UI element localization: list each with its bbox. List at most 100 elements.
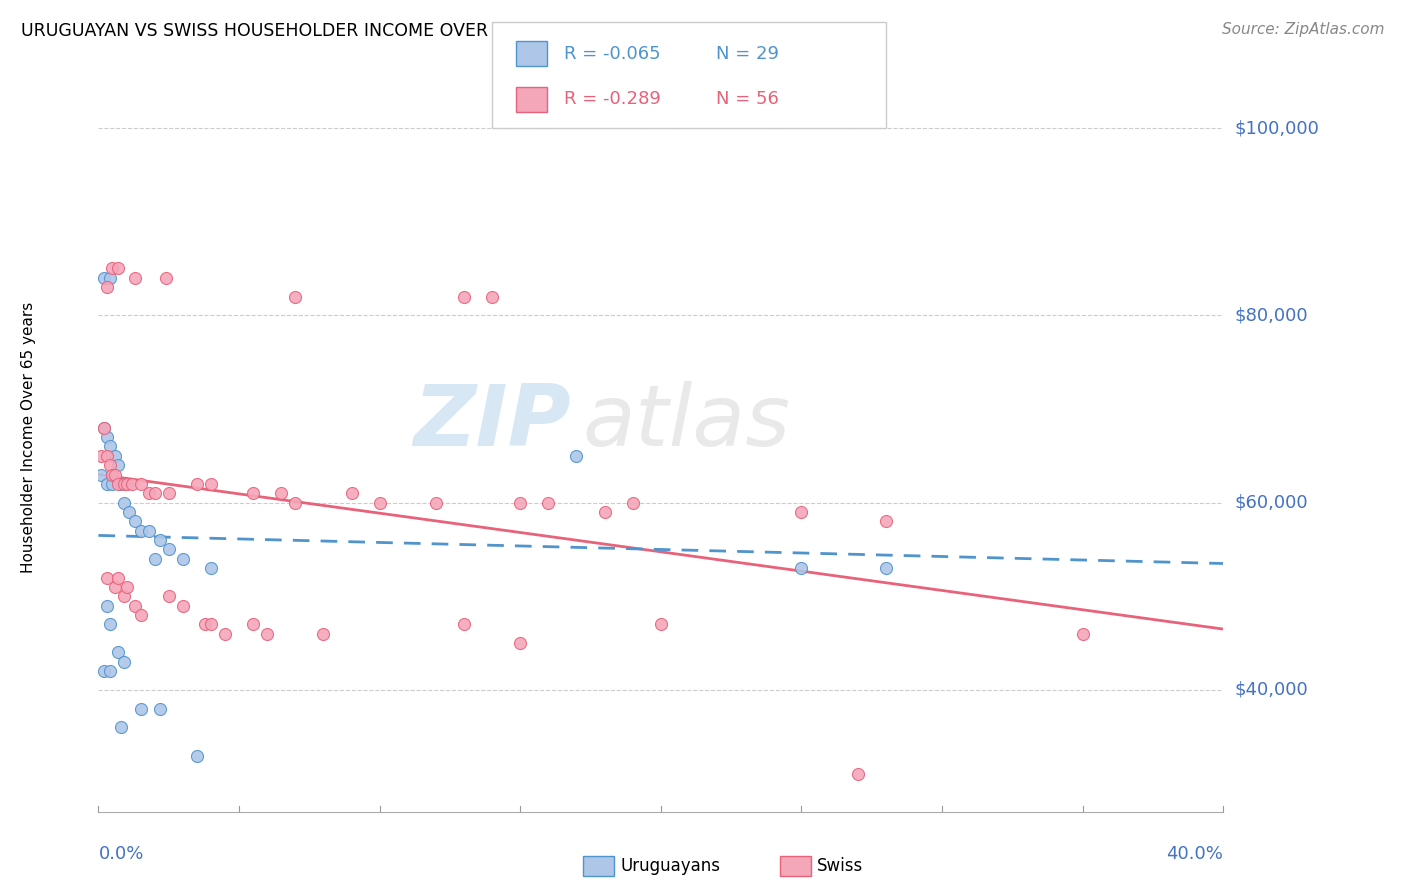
Point xyxy=(98,664,121,678)
Text: atlas: atlas xyxy=(582,381,790,464)
Point xyxy=(1071,626,1094,640)
Point xyxy=(200,476,222,491)
Point xyxy=(368,496,391,510)
Point xyxy=(124,514,146,528)
Point xyxy=(214,626,236,640)
Point xyxy=(149,533,172,547)
Point xyxy=(96,599,118,613)
Point xyxy=(157,542,180,557)
Point xyxy=(593,505,616,519)
Point xyxy=(115,476,138,491)
Point xyxy=(98,458,121,473)
Point xyxy=(101,467,124,482)
Point xyxy=(621,496,644,510)
Point xyxy=(101,261,124,276)
Point xyxy=(312,626,335,640)
Point xyxy=(124,271,146,285)
Text: 40.0%: 40.0% xyxy=(1167,845,1223,863)
Point xyxy=(124,599,146,613)
Point xyxy=(110,721,132,735)
Point xyxy=(107,458,129,473)
Point xyxy=(98,617,121,632)
Point xyxy=(118,505,141,519)
Point xyxy=(242,617,264,632)
Text: 0.0%: 0.0% xyxy=(98,845,143,863)
Point xyxy=(270,486,292,500)
Point xyxy=(129,608,152,623)
Point xyxy=(143,551,166,566)
Point xyxy=(846,767,869,781)
Text: $60,000: $60,000 xyxy=(1234,493,1308,512)
Point xyxy=(96,430,118,444)
Point xyxy=(186,748,208,763)
Point xyxy=(115,580,138,594)
Point xyxy=(93,421,115,435)
Point xyxy=(104,467,127,482)
Point xyxy=(650,617,672,632)
Text: Uruguayans: Uruguayans xyxy=(620,857,720,875)
Point xyxy=(453,289,475,303)
Point xyxy=(157,590,180,604)
Point xyxy=(194,617,217,632)
Point xyxy=(481,289,503,303)
Text: URUGUAYAN VS SWISS HOUSEHOLDER INCOME OVER 65 YEARS CORRELATION CHART: URUGUAYAN VS SWISS HOUSEHOLDER INCOME OV… xyxy=(21,22,772,40)
Point xyxy=(112,655,135,669)
Point xyxy=(90,449,112,463)
Point xyxy=(112,496,135,510)
Point xyxy=(93,421,115,435)
Point xyxy=(96,449,118,463)
Text: N = 56: N = 56 xyxy=(716,90,779,108)
Text: $80,000: $80,000 xyxy=(1234,306,1308,325)
Point xyxy=(155,271,177,285)
Point xyxy=(200,561,222,575)
Point xyxy=(565,449,588,463)
Point xyxy=(96,476,118,491)
Point xyxy=(509,496,531,510)
Text: Swiss: Swiss xyxy=(817,857,863,875)
Text: R = -0.289: R = -0.289 xyxy=(564,90,661,108)
Point xyxy=(104,580,127,594)
Point xyxy=(340,486,363,500)
Point xyxy=(110,476,132,491)
Point xyxy=(284,289,307,303)
Point xyxy=(172,551,194,566)
Point xyxy=(107,476,129,491)
Point xyxy=(93,664,115,678)
Point xyxy=(107,571,129,585)
Point xyxy=(256,626,278,640)
Text: $40,000: $40,000 xyxy=(1234,681,1308,699)
Point xyxy=(186,476,208,491)
Point xyxy=(90,467,112,482)
Point xyxy=(200,617,222,632)
Point xyxy=(172,599,194,613)
Point xyxy=(138,486,160,500)
Point xyxy=(790,561,813,575)
Text: ZIP: ZIP xyxy=(413,381,571,464)
Point xyxy=(98,271,121,285)
Point xyxy=(129,702,152,716)
Point xyxy=(107,261,129,276)
Point xyxy=(149,702,172,716)
Text: Householder Income Over 65 years: Householder Income Over 65 years xyxy=(21,301,35,573)
Point xyxy=(284,496,307,510)
Point xyxy=(112,476,135,491)
Point xyxy=(96,571,118,585)
Point xyxy=(129,524,152,538)
Point xyxy=(875,514,897,528)
Text: Source: ZipAtlas.com: Source: ZipAtlas.com xyxy=(1222,22,1385,37)
Text: N = 29: N = 29 xyxy=(716,45,779,62)
Point xyxy=(138,524,160,538)
Point xyxy=(242,486,264,500)
Point xyxy=(107,646,129,660)
Point xyxy=(790,505,813,519)
Point xyxy=(101,476,124,491)
Point xyxy=(425,496,447,510)
Point xyxy=(509,636,531,650)
Point xyxy=(121,476,143,491)
Point xyxy=(143,486,166,500)
Text: R = -0.065: R = -0.065 xyxy=(564,45,661,62)
Point xyxy=(129,476,152,491)
Point xyxy=(93,271,115,285)
Point xyxy=(157,486,180,500)
Point xyxy=(875,561,897,575)
